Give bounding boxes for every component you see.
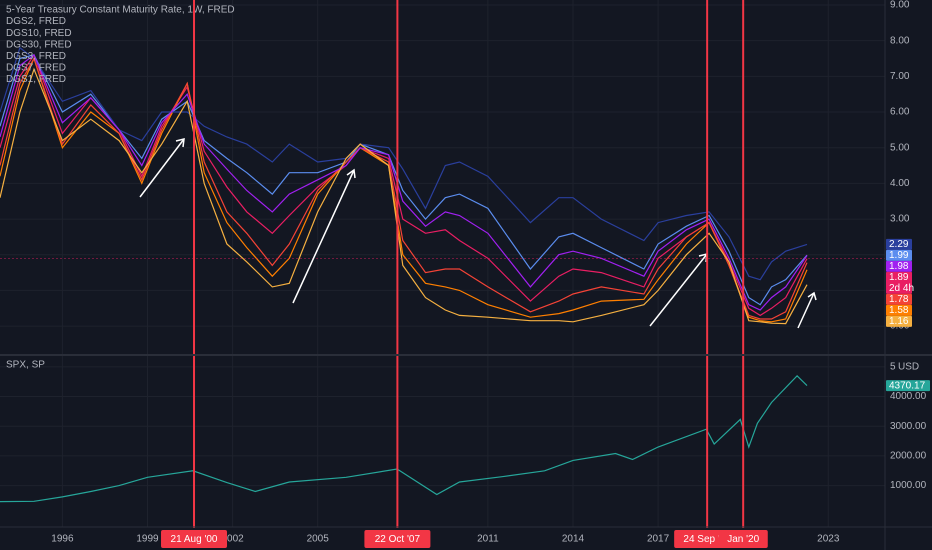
y-tick-label: 5 <box>890 362 896 373</box>
x-tick-label: 2011 <box>477 534 499 545</box>
price-label-box <box>886 304 912 316</box>
series-line <box>0 67 808 325</box>
legend-entry: DGS30, FRED <box>6 39 72 50</box>
legend-entry: DGS1, FRED <box>6 74 66 85</box>
series-line <box>0 46 808 281</box>
series-line <box>0 54 808 306</box>
legend-entry: DGS10, FRED <box>6 28 72 39</box>
plot <box>0 46 885 503</box>
price-label: 1.58 <box>889 305 909 316</box>
y-tick-label: 4000.00 <box>890 391 927 402</box>
x-tick-label: 2023 <box>817 534 840 545</box>
series-line <box>0 57 808 320</box>
arrow-head <box>175 138 185 148</box>
arrow <box>649 253 708 327</box>
x-tick-label: 1999 <box>136 534 159 545</box>
legend-entry: DGS7, FRED <box>6 63 66 74</box>
arrows <box>139 138 817 329</box>
price-label: 1.89 <box>889 272 909 283</box>
series-line <box>0 53 808 311</box>
overlay: 0.001.002.003.004.005.006.007.008.009.00… <box>6 0 930 548</box>
price-label-box <box>886 260 912 272</box>
event-label: 21 Aug '00 <box>171 534 218 545</box>
legend-entry: DGS3, FRED <box>6 51 66 62</box>
price-label-box <box>886 293 912 305</box>
arrow <box>797 292 815 329</box>
arrow <box>292 169 355 304</box>
event-label: Jan '20 <box>727 534 759 545</box>
y-tick-label: 3.00 <box>890 214 910 225</box>
event-label-box <box>161 530 228 548</box>
event-label: 22 Oct '07 <box>375 534 421 545</box>
x-tick-label: 2005 <box>307 534 330 545</box>
price-label: 1.16 <box>889 316 909 327</box>
y-tick-label: 6.00 <box>890 107 910 118</box>
price-label-box <box>886 315 912 327</box>
y-tick-label: 8.00 <box>890 35 910 46</box>
x-tick-label: 2002 <box>221 534 244 545</box>
series-line <box>0 374 808 503</box>
event-label-box <box>718 530 768 548</box>
y-tick-label: 1000.00 <box>890 480 927 491</box>
price-label-box <box>886 249 912 261</box>
arrow-head <box>346 168 356 179</box>
y-tick-label: 5.00 <box>890 142 910 153</box>
event-label: 24 Sep '18 <box>683 534 731 545</box>
y-tick-label: 2000.00 <box>890 451 927 462</box>
y-tick-label: 7.00 <box>890 71 910 82</box>
price-label: 2.29 <box>889 239 909 250</box>
legend-entry: 5-Year Treasury Constant Maturity Rate, … <box>6 5 235 16</box>
price-label-box <box>886 271 912 294</box>
price-label-box <box>886 238 912 250</box>
x-tick-label: 1996 <box>51 534 74 545</box>
legend-entry: DGS2, FRED <box>6 16 66 27</box>
x-tick-label: 2014 <box>562 534 585 545</box>
price-label: 4370.17 <box>889 380 926 391</box>
y-tick-label: 9.00 <box>890 0 910 11</box>
x-tick-label: 2017 <box>647 534 670 545</box>
event-label-box <box>364 530 431 548</box>
price-label: 1.78 <box>889 294 909 305</box>
y-tick-label: 4.00 <box>890 178 910 189</box>
countdown-label: 2d 4h <box>889 283 914 294</box>
y-tick-label: 3000.00 <box>890 421 927 432</box>
arrow <box>139 138 185 198</box>
arrow-head <box>807 291 817 301</box>
price-label: 1.98 <box>889 261 909 272</box>
pane-title: SPX, SP <box>6 360 45 371</box>
price-label: 1.99 <box>889 250 909 261</box>
price-label-box <box>886 380 930 392</box>
y-unit: USD <box>898 362 919 373</box>
